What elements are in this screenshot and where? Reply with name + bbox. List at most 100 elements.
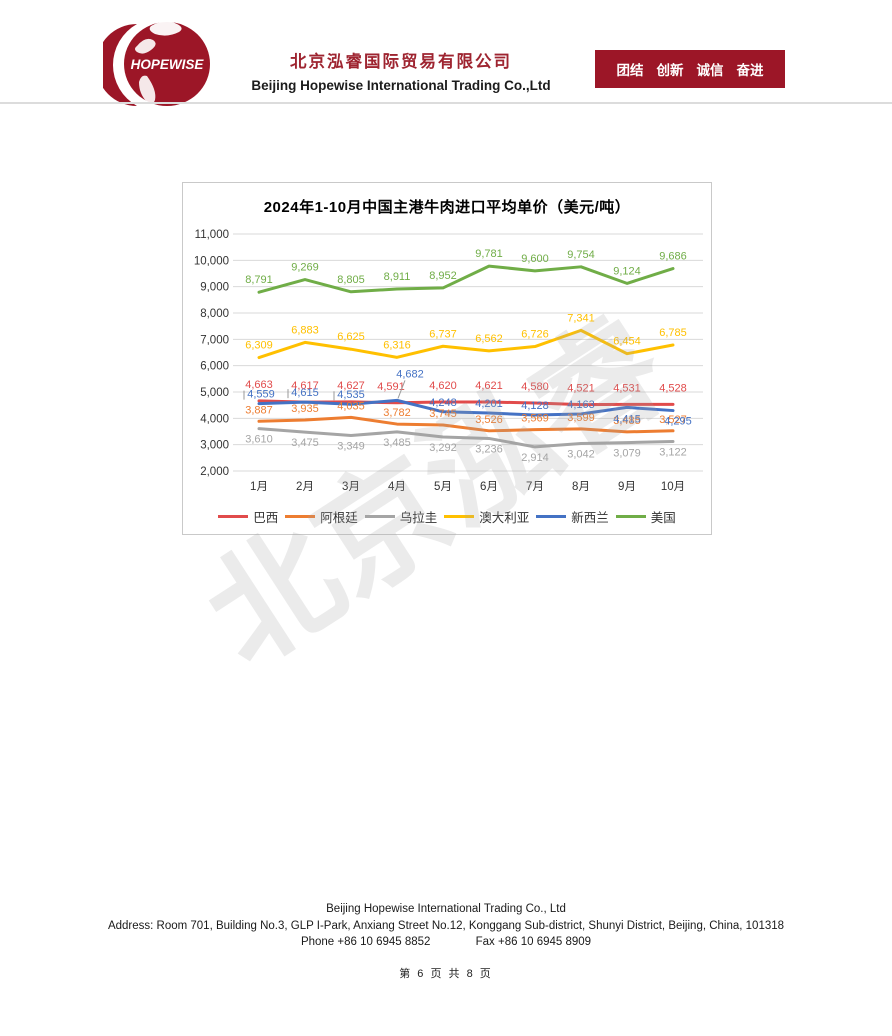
data-label: 4,415 xyxy=(613,413,641,425)
legend-label: 澳大利亚 xyxy=(479,511,530,525)
legend-label: 美国 xyxy=(650,511,676,525)
y-tick-label: 3,000 xyxy=(200,440,229,452)
beef-price-line-chart: 11,000 10,000 9,000 8,000 7,000 6,000 5,000 4,0… xyxy=(194,229,703,493)
y-tick-label: 5,000 xyxy=(200,387,229,399)
x-tick-label: 4月 xyxy=(388,481,406,493)
legend-item-美国: 美国 xyxy=(615,507,676,526)
data-label: 4,163 xyxy=(567,399,595,411)
banner-value: 奋进 xyxy=(736,63,764,78)
company-names: 北京泓睿国际贸易有限公司 Beijing Hopewise Internatio… xyxy=(226,48,576,93)
x-tick-label: 2月 xyxy=(296,481,314,493)
data-label: 4,682 xyxy=(396,368,424,380)
data-label: 4,559 xyxy=(247,389,275,401)
x-tick-label: 3月 xyxy=(342,481,360,493)
page-number: 第 6 页 共 8 页 xyxy=(399,967,493,980)
data-label: 4,580 xyxy=(521,381,549,393)
banner-value: 团结 xyxy=(616,63,644,78)
legend-swatch xyxy=(444,515,475,518)
legend-item-巴西: 巴西 xyxy=(218,507,278,526)
data-label: 4,295 xyxy=(664,416,692,428)
x-tick-label: 10月 xyxy=(661,481,685,493)
data-label: 8,952 xyxy=(429,270,457,282)
legend-label: 乌拉圭 xyxy=(399,511,438,525)
hopewise-globe-icon: HOPEWISE xyxy=(96,21,210,106)
company-name-en: Beijing Hopewise International Trading C… xyxy=(251,78,551,93)
label-leader-line xyxy=(397,380,406,399)
data-label: 3,236 xyxy=(475,443,503,455)
data-label: 3,122 xyxy=(659,446,687,458)
x-tick-label: 9月 xyxy=(618,481,636,493)
data-label: 3,079 xyxy=(613,448,641,460)
data-label: 6,316 xyxy=(383,339,411,351)
data-label: 9,124 xyxy=(613,265,641,277)
series-line-乌拉圭 xyxy=(257,427,675,449)
data-label: 6,454 xyxy=(613,336,641,348)
data-label: 4,528 xyxy=(659,382,687,394)
x-tick-label: 5月 xyxy=(434,481,452,493)
footer-address: Address: Room 701, Building No.3, GLP I-… xyxy=(107,919,785,932)
legend-item-澳大利亚: 澳大利亚 xyxy=(444,507,529,526)
legend-item-阿根廷: 阿根廷 xyxy=(285,507,358,526)
y-tick-label: 2,000 xyxy=(200,466,229,478)
values-banner: 团结 创新 诚信 奋进 xyxy=(595,50,785,88)
data-label: 6,737 xyxy=(429,328,457,340)
data-label: 6,562 xyxy=(475,333,503,345)
data-label: 2,914 xyxy=(521,452,549,464)
data-label: 4,663 xyxy=(245,379,273,391)
data-label: 3,485 xyxy=(613,415,641,427)
data-label: 4,615 xyxy=(291,387,319,399)
data-label: 6,625 xyxy=(337,331,365,343)
chart-card: 2024年1-10月中国主港牛肉进口平均单价（美元/吨） 11,000 10,00… xyxy=(182,182,712,535)
data-label: 3,485 xyxy=(383,437,411,449)
data-label: 4,535 xyxy=(337,389,365,401)
legend-label: 阿根廷 xyxy=(320,511,358,525)
data-label: 3,349 xyxy=(337,440,365,452)
data-label: 4,617 xyxy=(291,380,319,392)
data-label: 9,686 xyxy=(659,251,687,263)
data-label: 4,621 xyxy=(475,380,503,392)
data-label: 3,475 xyxy=(291,437,319,449)
data-label: 4,128 xyxy=(521,400,549,412)
data-label: 3,527 xyxy=(659,414,687,426)
data-label: 3,745 xyxy=(429,408,457,420)
data-label: 6,309 xyxy=(245,340,273,352)
x-tick-label: 8月 xyxy=(572,481,590,493)
data-label: 3,042 xyxy=(567,449,595,461)
legend-swatch xyxy=(615,515,646,518)
data-label: 3,292 xyxy=(429,442,457,454)
data-label: 4,201 xyxy=(475,398,503,410)
data-label: 9,600 xyxy=(521,253,549,265)
banner-value: 创新 xyxy=(656,63,684,78)
data-label: 4,035 xyxy=(337,400,365,412)
data-label: 3,526 xyxy=(475,414,503,426)
y-tick-label: 7,000 xyxy=(200,334,229,346)
y-tick-label: 8,000 xyxy=(200,308,229,320)
data-label: 8,911 xyxy=(384,271,411,283)
footer-company: Beijing Hopewise International Trading C… xyxy=(326,903,566,915)
banner-value: 诚信 xyxy=(696,63,724,78)
legend-swatch xyxy=(536,515,567,518)
legend-swatch xyxy=(218,515,249,518)
data-label: 9,269 xyxy=(291,262,319,274)
data-label: 8,791 xyxy=(245,274,273,286)
company-logo: HOPEWISE xyxy=(96,14,213,114)
data-label: 3,887 xyxy=(245,404,273,416)
data-label: 4,531 xyxy=(613,382,641,394)
data-label: 4,620 xyxy=(429,380,457,392)
data-label: 9,754 xyxy=(567,249,595,261)
footer-contact: Phone +86 10 6945 8852 Fax +86 10 6945 8… xyxy=(0,934,892,951)
y-tick-label: 4,000 xyxy=(200,413,229,425)
legend-swatch xyxy=(285,515,316,518)
legend-item-新西兰: 新西兰 xyxy=(536,507,609,526)
chart-legend: 巴西 阿根廷 乌拉圭 澳大利亚 新西兰 美国 xyxy=(183,507,711,526)
data-label: 4,591 xyxy=(377,381,405,393)
company-name-zh: 北京泓睿国际贸易有限公司 xyxy=(290,53,512,71)
data-label: 8,805 xyxy=(337,274,365,286)
data-label: 3,935 xyxy=(291,403,319,415)
x-tick-label: 6月 xyxy=(480,481,498,493)
data-label: 3,782 xyxy=(383,407,411,419)
data-label: 3,569 xyxy=(521,413,549,425)
legend-swatch xyxy=(364,515,395,518)
data-label: 9,781 xyxy=(475,248,503,260)
